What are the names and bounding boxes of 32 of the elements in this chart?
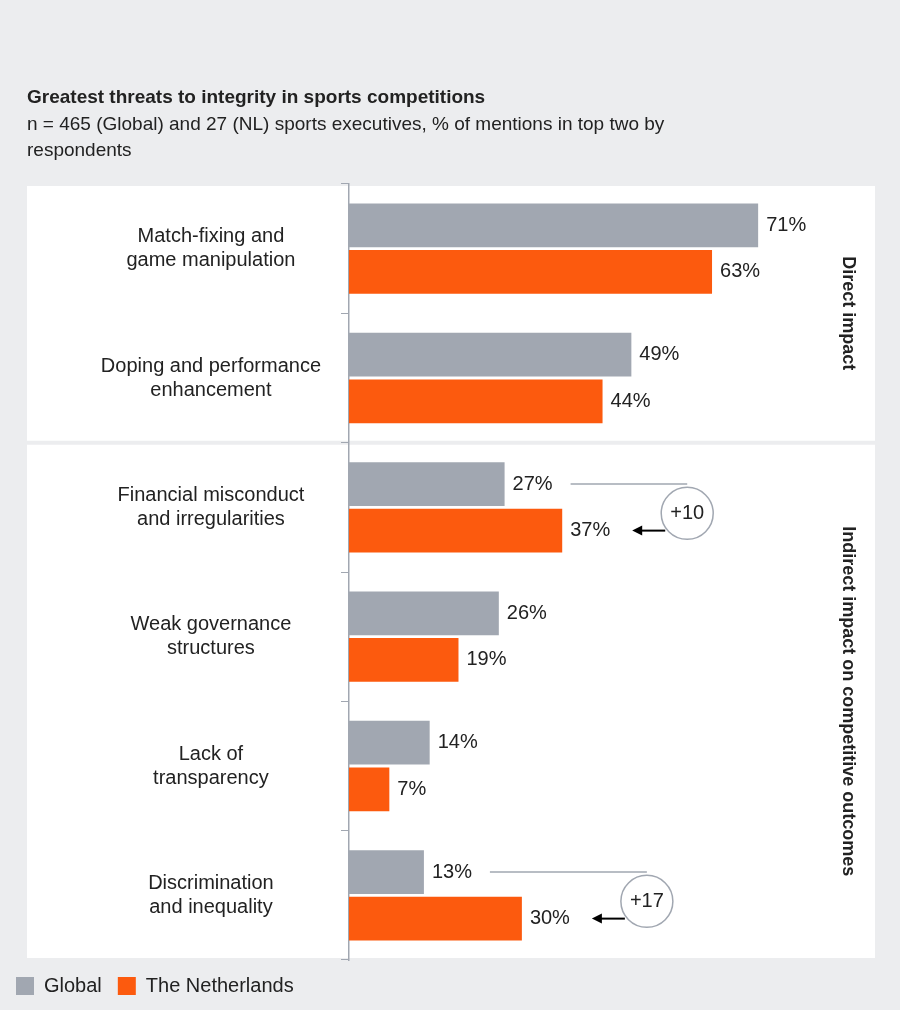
chart-title: Greatest threats to integrity in sports competitions — [27, 86, 487, 108]
data-label: 27% — [512, 471, 553, 494]
data-label: 13% — [431, 859, 473, 882]
bar — [349, 508, 563, 553]
annotation: +10 — [670, 500, 705, 523]
legend-label: The Netherlands — [145, 973, 294, 996]
data-label: 63% — [720, 259, 761, 282]
y-tick-label: Lack of transparency — [153, 741, 269, 788]
band-label: Indirect impact on competitive outcomes — [839, 526, 860, 877]
data-label: 30% — [529, 906, 571, 929]
bar — [349, 767, 390, 812]
bar — [349, 896, 522, 941]
data-label: 19% — [466, 647, 507, 670]
bar — [349, 638, 459, 682]
bar — [349, 379, 603, 424]
y-tick-label: Doping and performance enhancement — [100, 353, 321, 400]
y-tick-label: Discrimination and inequality — [148, 870, 274, 917]
bar — [349, 250, 713, 294]
annotation: +17 — [629, 888, 664, 911]
band-label: Direct impact — [839, 256, 860, 371]
y-tick-label: Match-fixing and game manipulation — [126, 224, 296, 271]
chart-subtitle: n = 465 (Global) and 27 (NL) sports executives, % of mentions in top two by respondents — [27, 112, 666, 162]
data-label: 37% — [570, 518, 611, 541]
data-label: 7% — [397, 776, 427, 799]
data-label: 14% — [437, 730, 478, 753]
data-label: 44% — [610, 388, 651, 411]
y-tick-label: Weak governance structures — [130, 612, 292, 659]
legend-label: Global — [44, 973, 102, 996]
data-label: 49% — [639, 342, 680, 365]
y-tick-label: Financial misconduct and irregularities — [117, 482, 305, 529]
data-label: 71% — [766, 212, 807, 235]
data-label: 26% — [506, 600, 548, 623]
